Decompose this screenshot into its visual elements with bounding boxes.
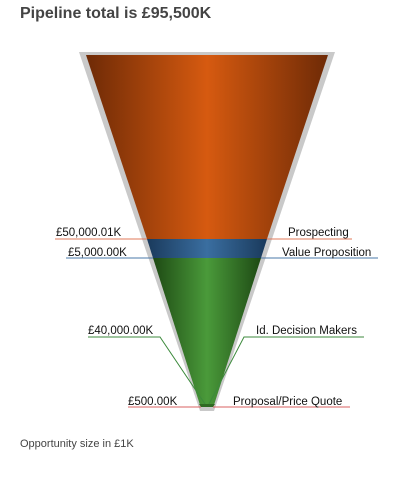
stage-label-decision-makers: Id. Decision Makers	[256, 325, 357, 337]
stage-label-prospecting: Prospecting	[288, 227, 349, 239]
funnel-segment-prospecting	[86, 55, 328, 239]
chart-title: Pipeline total is £95,500K	[20, 5, 212, 22]
leader-decision-makers	[88, 336, 364, 405]
value-label-proposal: £500.00K	[128, 396, 178, 408]
funnel-segment-proposal	[199, 404, 215, 407]
value-label-decision-makers: £40,000.00K	[88, 325, 154, 337]
value-label-prospecting: £50,000.01K	[56, 227, 122, 239]
stage-label-proposal: Proposal/Price Quote	[233, 396, 342, 408]
funnel-segment-decision-makers	[153, 258, 261, 405]
funnel-segment-value-proposition	[147, 239, 267, 258]
chart-footnote: Opportunity size in £1K	[20, 438, 134, 450]
value-label-value-proposition: £5,000.00K	[68, 247, 127, 259]
stage-label-value-proposition: Value Proposition	[282, 247, 371, 259]
